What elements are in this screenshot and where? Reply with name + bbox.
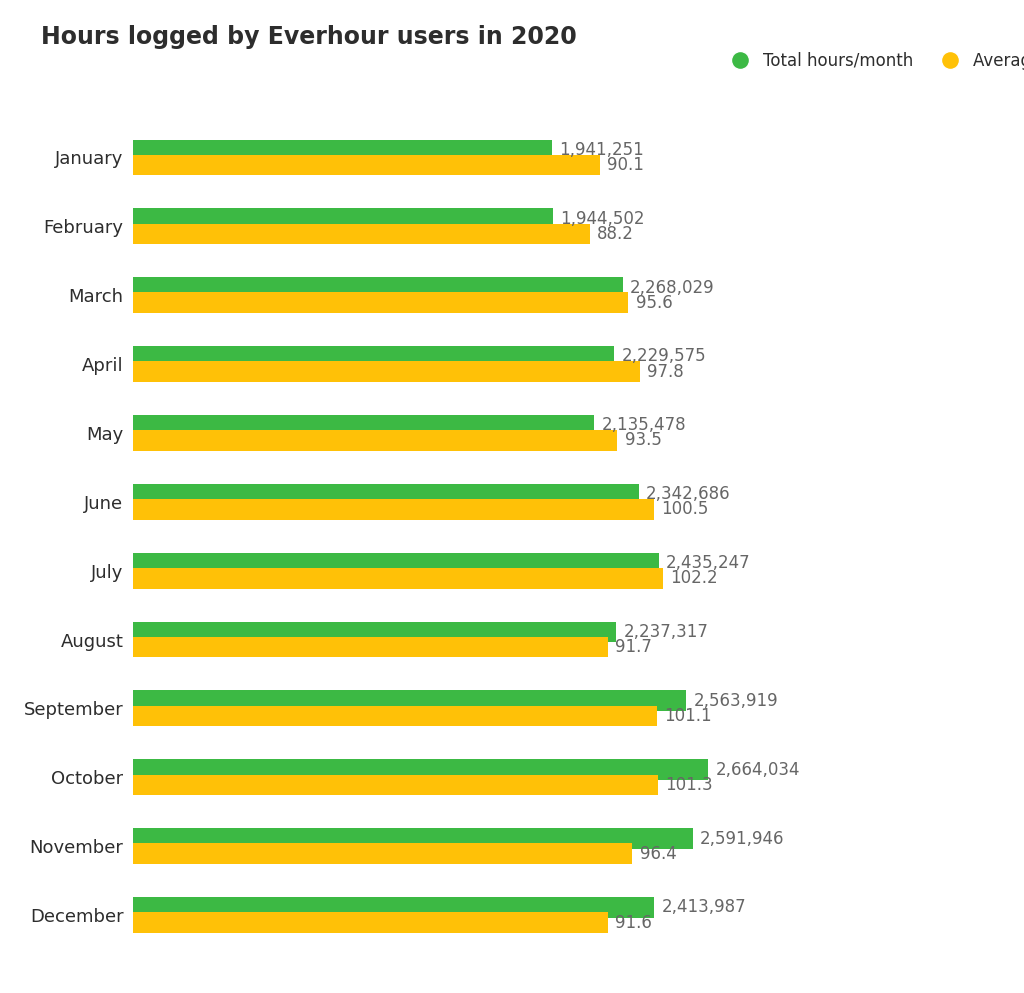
- Text: 91.6: 91.6: [614, 914, 651, 931]
- Text: 101.3: 101.3: [666, 776, 713, 793]
- Text: 2,563,919: 2,563,919: [693, 692, 778, 710]
- Bar: [133, 843, 633, 864]
- Bar: [133, 637, 608, 657]
- Text: 97.8: 97.8: [647, 362, 684, 380]
- Bar: [133, 568, 663, 589]
- Text: 1,941,251: 1,941,251: [559, 141, 644, 159]
- Legend: Total hours/month, Average hours/user: Total hours/month, Average hours/user: [717, 45, 1024, 76]
- Text: 96.4: 96.4: [640, 845, 677, 863]
- Text: 2,413,987: 2,413,987: [662, 899, 746, 917]
- Bar: [133, 223, 590, 244]
- Text: 2,268,029: 2,268,029: [630, 279, 715, 297]
- Bar: [133, 828, 692, 849]
- Bar: [133, 775, 657, 795]
- Text: 2,135,478: 2,135,478: [601, 416, 686, 434]
- Text: 95.6: 95.6: [636, 294, 673, 312]
- Text: 1,944,502: 1,944,502: [560, 210, 644, 227]
- Bar: [133, 622, 616, 642]
- Bar: [133, 140, 552, 160]
- Bar: [133, 209, 553, 229]
- Bar: [133, 361, 640, 382]
- Text: 2,342,686: 2,342,686: [646, 486, 730, 503]
- Bar: [133, 760, 709, 780]
- Text: 102.2: 102.2: [670, 569, 718, 587]
- Text: 100.5: 100.5: [660, 500, 709, 518]
- Text: 2,229,575: 2,229,575: [622, 348, 707, 365]
- Bar: [133, 690, 686, 711]
- Text: 90.1: 90.1: [607, 156, 644, 174]
- Bar: [133, 897, 654, 918]
- Bar: [133, 277, 623, 298]
- Text: 2,237,317: 2,237,317: [624, 623, 709, 640]
- Bar: [133, 913, 607, 932]
- Bar: [133, 415, 594, 436]
- Text: Hours logged by Everhour users in 2020: Hours logged by Everhour users in 2020: [41, 25, 577, 49]
- Bar: [133, 347, 614, 366]
- Text: 101.1: 101.1: [665, 707, 712, 725]
- Bar: [133, 292, 629, 313]
- Text: 2,435,247: 2,435,247: [666, 554, 751, 572]
- Text: 2,664,034: 2,664,034: [716, 761, 800, 779]
- Bar: [133, 499, 653, 519]
- Bar: [133, 553, 658, 573]
- Bar: [133, 484, 639, 504]
- Bar: [133, 706, 656, 726]
- Text: 88.2: 88.2: [597, 224, 634, 243]
- Bar: [133, 430, 617, 451]
- Text: 91.7: 91.7: [615, 638, 652, 656]
- Text: 93.5: 93.5: [625, 432, 662, 450]
- Bar: [133, 155, 600, 176]
- Text: 2,591,946: 2,591,946: [699, 829, 784, 848]
